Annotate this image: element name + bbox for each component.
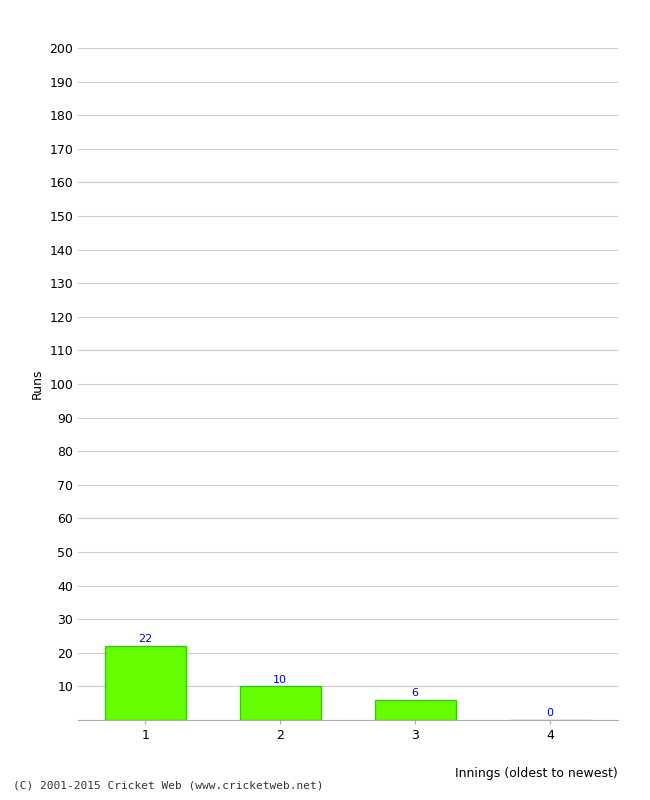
Text: Innings (oldest to newest): Innings (oldest to newest) <box>455 767 618 780</box>
Text: 0: 0 <box>547 708 554 718</box>
Y-axis label: Runs: Runs <box>31 369 44 399</box>
Bar <box>374 700 456 720</box>
Bar <box>240 686 320 720</box>
Text: 10: 10 <box>273 674 287 685</box>
Text: 6: 6 <box>411 688 419 698</box>
Text: 22: 22 <box>138 634 153 645</box>
Text: (C) 2001-2015 Cricket Web (www.cricketweb.net): (C) 2001-2015 Cricket Web (www.cricketwe… <box>13 781 324 790</box>
Bar <box>105 646 186 720</box>
